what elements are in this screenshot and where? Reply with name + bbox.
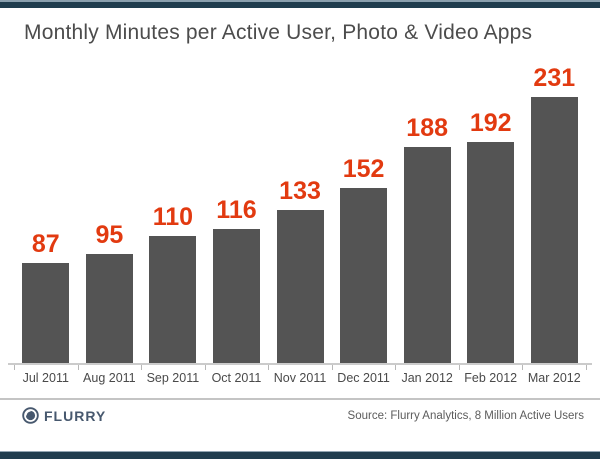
x-axis-labels: Jul 2011 Aug 2011 Sep 2011 Oct 2011 Nov 2011… — [14, 371, 586, 385]
bar-chart-plot-area: 87 95 110 116 133 152 188 192 231 — [8, 45, 592, 365]
bar-column: 133 — [268, 179, 332, 363]
axis-tick — [77, 365, 79, 370]
bar — [530, 97, 578, 363]
footer-divider — [0, 398, 600, 400]
bar — [340, 188, 388, 363]
bar-column: 116 — [205, 198, 269, 363]
bottom-border-band — [0, 451, 600, 459]
bar — [467, 142, 515, 363]
x-axis-ticks — [14, 365, 587, 370]
x-axis-label: Sep 2011 — [146, 371, 200, 385]
axis-tick — [395, 365, 397, 370]
bar-value-label: 192 — [469, 109, 512, 137]
bar — [85, 254, 133, 363]
bar-column: 192 — [459, 111, 523, 363]
bar-column: 95 — [78, 223, 142, 363]
axis-tick — [458, 365, 460, 370]
x-axis-label: Jul 2011 — [22, 371, 69, 385]
axis-tick — [268, 365, 270, 370]
axis-tick — [141, 365, 143, 370]
bar-value-label: 152 — [342, 155, 385, 183]
bar — [276, 210, 324, 363]
bar-value-label: 110 — [152, 203, 194, 231]
flurry-logo-icon — [22, 407, 39, 424]
footer: FLURRY Source: Flurry Analytics, 8 Milli… — [0, 400, 600, 429]
bar — [212, 229, 260, 363]
top-border-band — [0, 0, 600, 8]
bar-value-label: 133 — [279, 177, 321, 205]
x-axis-label: Aug 2011 — [83, 371, 136, 385]
axis-tick — [586, 365, 587, 370]
bar — [149, 236, 197, 363]
bar-value-label: 231 — [533, 64, 576, 92]
bar — [22, 263, 70, 363]
axis-tick — [522, 365, 524, 370]
bar-value-label: 87 — [31, 230, 60, 258]
axis-tick — [14, 365, 15, 370]
flurry-logo-text: FLURRY — [44, 407, 107, 424]
bar — [403, 147, 451, 363]
bar-column: 188 — [395, 116, 459, 363]
x-axis-label: Oct 2011 — [211, 371, 262, 385]
axis-tick — [331, 365, 333, 370]
bar-column: 87 — [14, 232, 78, 363]
bar-column: 152 — [332, 157, 396, 363]
bar-column: 110 — [141, 205, 205, 363]
bar-column: 231 — [523, 66, 587, 363]
x-axis-label: Jan 2012 — [401, 371, 453, 385]
x-axis-label: Nov 2011 — [273, 371, 327, 385]
source-note: Source: Flurry Analytics, 8 Million Acti… — [347, 409, 584, 422]
bar-value-label: 116 — [216, 196, 257, 224]
x-axis-label: Feb 2012 — [464, 371, 518, 385]
bar-value-label: 188 — [406, 114, 449, 142]
bar-value-label: 95 — [95, 221, 124, 249]
chart-title: Monthly Minutes per Active User, Photo &… — [24, 21, 533, 44]
x-axis-label: Mar 2012 — [527, 371, 581, 385]
flurry-logo: FLURRY — [22, 407, 106, 424]
x-axis-label: Dec 2011 — [337, 371, 390, 385]
axis-tick — [204, 365, 206, 370]
